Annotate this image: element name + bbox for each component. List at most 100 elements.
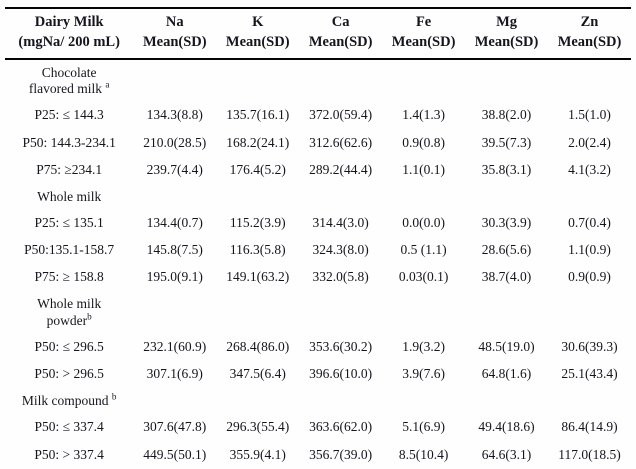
data-row: P25: ≤ 135.1 134.4(0.7) 115.2(3.9) 314.4(3.… [5, 210, 631, 237]
cell-ca-mean-sd: 324.3(8.0) [312, 241, 369, 257]
cell-mg-mean-sd: 28.6(5.6) [481, 241, 532, 257]
cell-k-mean-sd: 168.2(24.1) [226, 134, 290, 150]
header-col-zn: Zn Mean(SD) [548, 8, 631, 60]
data-row: P50: > 296.5 307.1(6.9) 347.5(6.4) 396.6(10… [5, 361, 631, 388]
cell-k-mean-sd: 268.4(86.0) [226, 339, 290, 355]
row-label: P50: > 296.5 [34, 366, 104, 382]
header-col-ca: Ca Mean(SD) [299, 8, 383, 60]
table-header: Dairy Milk (mgNa/ 200 mL) Na Mean(SD) K Mea… [5, 8, 631, 60]
cell-na-mean-sd: 307.1(6.9) [146, 366, 203, 382]
header-mean-sd-label: Mean(SD) [142, 34, 207, 51]
cell-ca-mean-sd: 312.6(62.6) [309, 134, 373, 150]
cell-fe-mean-sd: 1.4(1.3) [402, 107, 445, 123]
section-title-row: Whole milk powderb [5, 291, 631, 334]
cell-na-mean-sd: 210.0(28.5) [143, 134, 207, 150]
header-col-fe: Fe Mean(SD) [382, 8, 466, 60]
cell-mg-mean-sd: 38.7(4.0) [481, 269, 532, 285]
cell-k-mean-sd: 347.5(6.4) [229, 366, 286, 382]
table-body: Chocolate flavored milk a P25: ≤ 144.3 134.… [5, 59, 631, 469]
cell-ca-mean-sd: 314.4(3.0) [312, 214, 369, 230]
row-label: P50: 144.3-234.1 [22, 134, 116, 150]
section-title: Milk compound b [5, 388, 133, 414]
data-row: P75: ≥234.1 239.7(4.4) 176.4(5.2) 289.2(44.… [5, 157, 631, 184]
cell-na-mean-sd: 134.4(0.7) [146, 214, 203, 230]
section-title-line: powderb [5, 311, 133, 330]
data-row: P50: 144.3-234.1 210.0(28.5) 168.2(24.1) 31… [5, 130, 631, 157]
cell-zn-mean-sd: 25.1(43.4) [561, 366, 618, 382]
section-title-line: Whole milk [5, 189, 133, 206]
section-empty-cells [133, 388, 631, 414]
header-element-symbol: K [252, 14, 264, 30]
section-title-text: Whole milk [37, 296, 102, 312]
section-title-line: Whole milk [5, 296, 133, 313]
cell-zn-mean-sd: 117.0(18.5) [548, 441, 631, 469]
cell-na-mean-sd: 239.7(4.4) [146, 161, 203, 177]
row-label: P25: ≤ 144.3 [34, 107, 104, 123]
data-row: P50: ≤ 296.5 232.1(60.9) 268.4(86.0) 353.6(… [5, 334, 631, 361]
cell-ca-mean-sd: 289.2(44.4) [309, 161, 373, 177]
data-row: P75: ≥ 158.8 195.0(9.1) 149.1(63.2) 332.0(5… [5, 264, 631, 291]
header-mean-sd-label: Mean(SD) [308, 34, 373, 51]
cell-na-mean-sd: 134.3(8.8) [146, 107, 203, 123]
cell-mg-mean-sd: 30.3(3.9) [481, 214, 532, 230]
cell-ca-mean-sd: 396.6(10.0) [309, 366, 373, 382]
cell-mg-mean-sd: 48.5(19.0) [478, 339, 535, 355]
header-dairy-milk-line1: Dairy Milk [34, 14, 104, 30]
row-label: P50: ≤ 337.4 [34, 419, 104, 435]
section-title-row: Milk compound b [5, 388, 631, 414]
cell-k-mean-sd: 116.3(5.8) [229, 241, 286, 257]
row-label: P25: ≤ 135.1 [34, 214, 104, 230]
section-empty-cells [133, 291, 631, 334]
row-label: P50: ≤ 296.5 [34, 339, 104, 355]
cell-na-mean-sd: 307.6(47.8) [143, 419, 207, 435]
cell-k-mean-sd: 135.7(16.1) [226, 107, 290, 123]
cell-fe-mean-sd: 1.1(0.1) [402, 161, 445, 177]
cell-fe-mean-sd: 5.1(6.9) [402, 419, 445, 435]
cell-mg-mean-sd: 64.8(1.6) [481, 366, 532, 382]
header-element-symbol: Zn [580, 14, 599, 30]
cell-zn-mean-sd: 0.7(0.4) [568, 214, 611, 230]
cell-zn-mean-sd: 86.4(14.9) [561, 419, 618, 435]
header-mean-sd-label: Mean(SD) [474, 34, 539, 51]
cell-ca-mean-sd: 353.6(30.2) [309, 339, 373, 355]
header-element-symbol: Na [165, 14, 184, 30]
row-label: P50: > 337.4 [5, 441, 134, 469]
cell-fe-mean-sd: 8.5(10.4) [382, 441, 466, 469]
cell-zn-mean-sd: 2.0(2.4) [568, 134, 611, 150]
cell-fe-mean-sd: 0.03(0.1) [398, 269, 449, 285]
data-row: P50: > 337.4 449.5(50.1) 355.9(4.1) 356.7(3… [5, 441, 631, 469]
row-label: P75: ≥234.1 [36, 161, 103, 177]
data-row: P25: ≤ 144.3 134.3(8.8) 135.7(16.1) 372.0(5… [5, 102, 631, 129]
section-title-line: Chocolate [5, 65, 133, 82]
cell-fe-mean-sd: 1.9(3.2) [402, 339, 445, 355]
section-title-text: Chocolate [41, 64, 97, 80]
section-title-row: Chocolate flavored milk a [5, 59, 631, 103]
cell-na-mean-sd: 195.0(9.1) [146, 269, 203, 285]
cell-mg-mean-sd: 38.8(2.0) [481, 107, 532, 123]
cell-na-mean-sd: 145.8(7.5) [146, 241, 203, 257]
cell-zn-mean-sd: 30.6(39.3) [561, 339, 618, 355]
cell-na-mean-sd: 449.5(50.1) [133, 441, 217, 469]
cell-k-mean-sd: 296.3(55.4) [226, 419, 290, 435]
header-col-k: K Mean(SD) [216, 8, 300, 60]
header-col-mg: Mg Mean(SD) [465, 8, 549, 60]
cell-mg-mean-sd: 35.8(3.1) [481, 161, 532, 177]
section-title-line: flavored milk a [5, 79, 133, 98]
cell-mg-mean-sd: 64.6(3.1) [465, 441, 549, 469]
section-title-line: Milk compound b [5, 392, 133, 410]
cell-zn-mean-sd: 4.1(3.2) [568, 161, 611, 177]
cell-zn-mean-sd: 1.5(1.0) [568, 107, 611, 123]
section-title-superscript: b [87, 311, 92, 322]
cell-ca-mean-sd: 332.0(5.8) [312, 269, 369, 285]
section-empty-cells [133, 184, 631, 210]
cell-k-mean-sd: 355.9(4.1) [216, 441, 300, 469]
cell-zn-mean-sd: 1.1(0.9) [568, 241, 611, 257]
cell-mg-mean-sd: 39.5(7.3) [481, 134, 532, 150]
cell-ca-mean-sd: 372.0(59.4) [309, 107, 373, 123]
header-dairy-milk: Dairy Milk (mgNa/ 200 mL) [5, 8, 134, 60]
section-title: Chocolate flavored milk a [5, 59, 133, 103]
header-element-symbol: Fe [415, 14, 432, 30]
section-title-superscript: a [105, 79, 110, 90]
cell-na-mean-sd: 232.1(60.9) [143, 339, 207, 355]
